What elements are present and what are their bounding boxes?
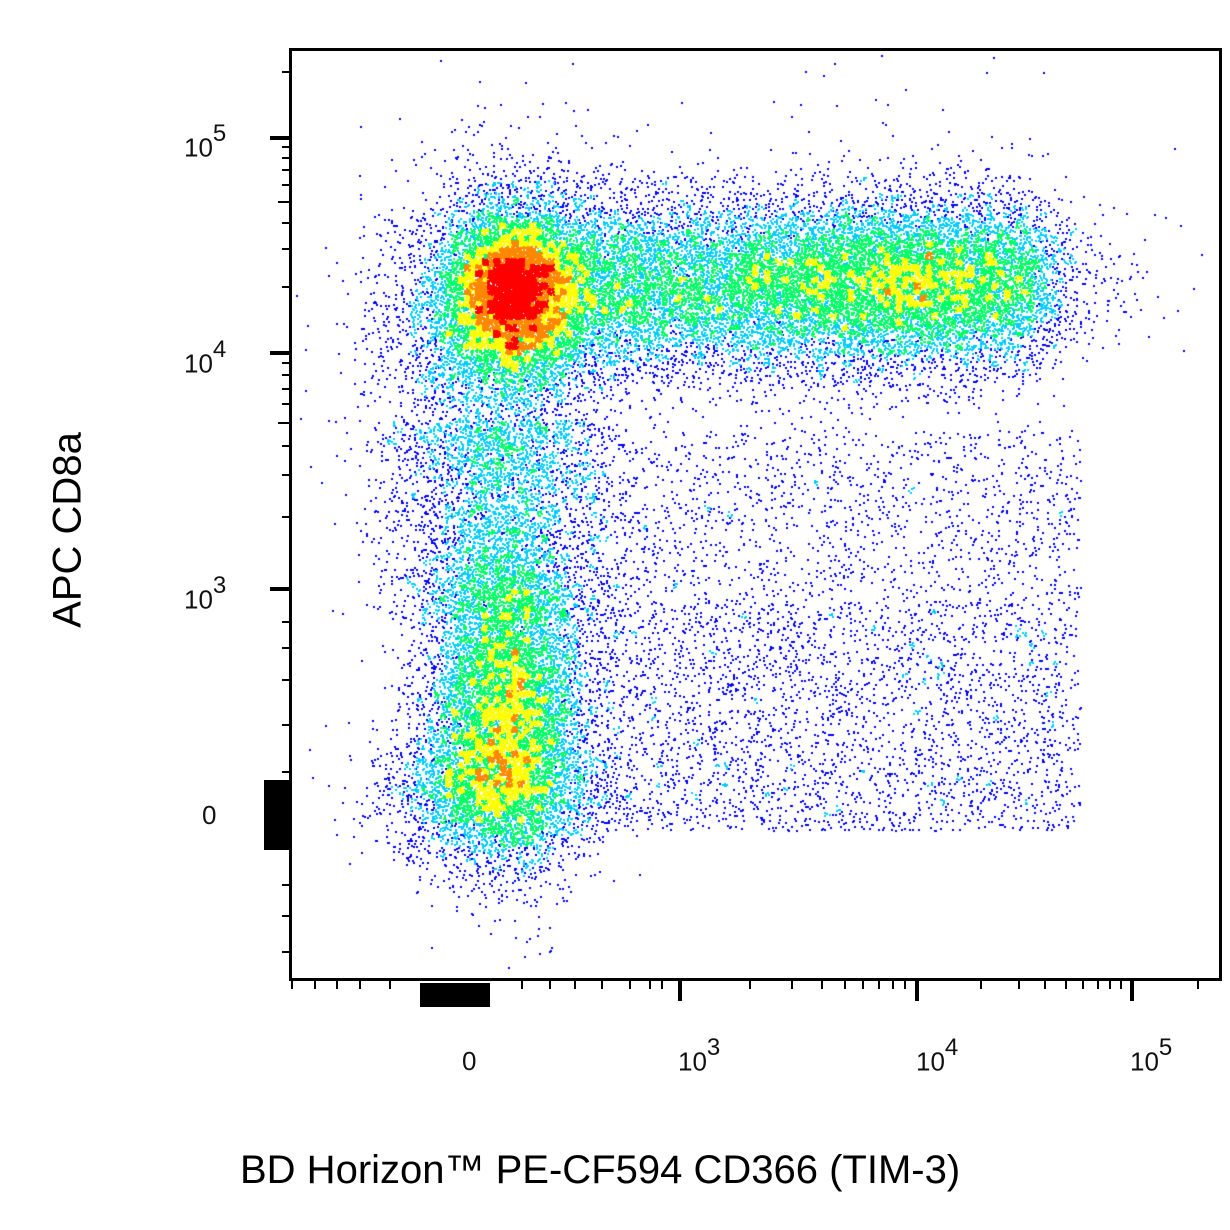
y-axis-tick xyxy=(270,351,290,355)
x-axis-tick xyxy=(979,981,982,989)
x-axis-tick xyxy=(820,981,823,989)
x-axis-tick xyxy=(1197,981,1199,989)
x-axis-tick xyxy=(678,981,682,1001)
x-axis-tick xyxy=(1096,981,1099,989)
x-tick-label-1e4: 104 xyxy=(916,1034,959,1077)
y-axis-tick xyxy=(270,136,290,140)
y-axis-tick xyxy=(282,679,290,681)
x-axis-tick xyxy=(915,981,919,1001)
x-axis-tick xyxy=(1065,981,1068,989)
x-axis-title: BD Horizon™ PE-CF594 CD366 (TIM-3) xyxy=(240,1148,961,1192)
y-axis-title: APC CD8a xyxy=(45,432,90,628)
y-axis-tick xyxy=(282,183,290,186)
x-axis-tick xyxy=(314,981,316,989)
y-tick-label-0: 0 xyxy=(202,800,217,830)
x-axis-tick xyxy=(862,981,865,989)
plot-area-frame xyxy=(289,48,1222,981)
y-axis-tick xyxy=(282,771,290,773)
x-tick-label-1e3: 103 xyxy=(678,1034,721,1077)
y-axis-tick xyxy=(282,248,290,251)
x-axis-tick xyxy=(843,981,846,989)
x-axis-tick xyxy=(749,981,752,989)
x-axis-tick xyxy=(791,981,794,989)
y-axis-tick xyxy=(282,145,290,148)
x-axis-tick xyxy=(549,981,551,989)
y-axis-tick xyxy=(282,724,290,726)
x-axis-tick xyxy=(389,981,391,989)
y-axis-tick xyxy=(282,647,290,649)
y-axis-tick xyxy=(282,621,290,623)
x-axis-tick xyxy=(649,981,651,989)
y-axis-tick xyxy=(282,361,290,364)
x-axis-tick xyxy=(601,981,603,989)
y-axis-tick xyxy=(282,915,290,917)
x-axis-tick xyxy=(574,981,576,989)
y-zero-tick-cluster xyxy=(264,780,290,850)
y-axis-tick xyxy=(282,884,290,886)
y-axis-tick xyxy=(278,200,290,203)
y-axis-tick xyxy=(282,71,290,74)
x-axis-tick xyxy=(359,981,361,989)
y-tick-label-1e3: 103 xyxy=(184,572,227,615)
x-zero-tick-cluster xyxy=(420,983,490,1007)
x-axis-tick xyxy=(521,981,523,989)
x-axis-tick xyxy=(1109,981,1112,989)
y-axis-tick xyxy=(282,444,290,447)
y-tick-label-1e5: 105 xyxy=(184,120,227,163)
y-axis-tick xyxy=(282,156,290,159)
x-axis-tick xyxy=(629,981,631,989)
x-axis-tick xyxy=(661,981,663,989)
y-axis-tick xyxy=(278,422,290,425)
y-axis-tick xyxy=(282,474,290,477)
y-axis-tick xyxy=(282,387,290,390)
y-axis-tick xyxy=(282,403,290,406)
x-axis-tick xyxy=(336,981,338,989)
y-axis-tick xyxy=(282,951,290,953)
x-axis-tick xyxy=(1130,981,1134,1001)
y-tick-label-1e4: 104 xyxy=(184,336,227,379)
y-axis-tick xyxy=(270,587,290,591)
x-axis-tick xyxy=(878,981,881,989)
x-axis-tick xyxy=(1082,981,1085,989)
x-axis-tick xyxy=(1017,981,1020,989)
y-axis-tick xyxy=(282,515,290,518)
y-axis-tick xyxy=(282,221,290,224)
x-tick-label-1e5: 105 xyxy=(1130,1034,1173,1077)
x-axis-tick xyxy=(291,981,293,989)
y-axis-tick xyxy=(282,373,290,376)
x-axis-tick xyxy=(892,981,895,989)
x-axis-tick xyxy=(904,981,907,989)
x-axis-tick xyxy=(1120,981,1123,989)
x-axis-tick xyxy=(1044,981,1047,989)
y-axis-tick xyxy=(282,169,290,172)
scatter-density-points xyxy=(289,48,1222,981)
x-tick-label-0: 0 xyxy=(462,1046,477,1076)
y-axis-tick xyxy=(282,286,290,289)
